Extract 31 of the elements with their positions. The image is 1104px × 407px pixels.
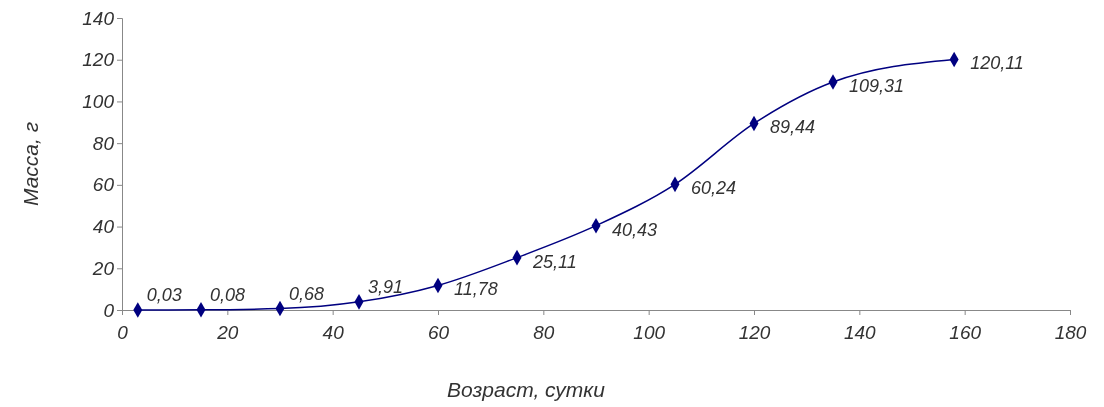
y-axis-title: Масса, г xyxy=(19,121,42,207)
data-label: 120,11 xyxy=(970,53,1024,74)
x-tick-label: 160 xyxy=(949,321,982,343)
data-label: 11,78 xyxy=(454,279,498,300)
y-tick-label: 100 xyxy=(82,91,115,113)
data-label: 3,91 xyxy=(368,276,404,297)
data-label: 40,43 xyxy=(612,219,658,240)
data-label: 0,68 xyxy=(289,283,325,304)
x-tick-label: 0 xyxy=(117,321,129,343)
y-tick-label: 120 xyxy=(82,49,115,71)
data-label: 89,44 xyxy=(770,117,816,138)
x-tick-label: 80 xyxy=(533,321,555,343)
y-tick-label: 80 xyxy=(92,132,115,154)
x-tick-label: 100 xyxy=(633,321,666,343)
x-tick-label: 60 xyxy=(427,321,450,343)
x-tick-label: 20 xyxy=(216,321,239,343)
x-tick-label: 140 xyxy=(843,321,877,343)
y-tick-label: 60 xyxy=(92,174,115,196)
data-label: 25,11 xyxy=(532,251,577,272)
x-axis-title: Возраст, сутки xyxy=(447,378,606,401)
y-tick-label: 20 xyxy=(91,257,115,279)
data-label: 0,03 xyxy=(146,284,182,305)
x-tick-label: 40 xyxy=(322,321,345,343)
x-tick-label: 180 xyxy=(1054,321,1087,343)
y-tick-label: 40 xyxy=(92,216,115,238)
x-tick-label: 120 xyxy=(738,321,771,343)
y-tick-label: 0 xyxy=(103,299,115,321)
y-tick-label: 140 xyxy=(82,7,115,29)
data-label: 60,24 xyxy=(691,178,737,199)
data-label: 0,08 xyxy=(210,284,246,305)
data-label: 109,31 xyxy=(849,76,905,97)
